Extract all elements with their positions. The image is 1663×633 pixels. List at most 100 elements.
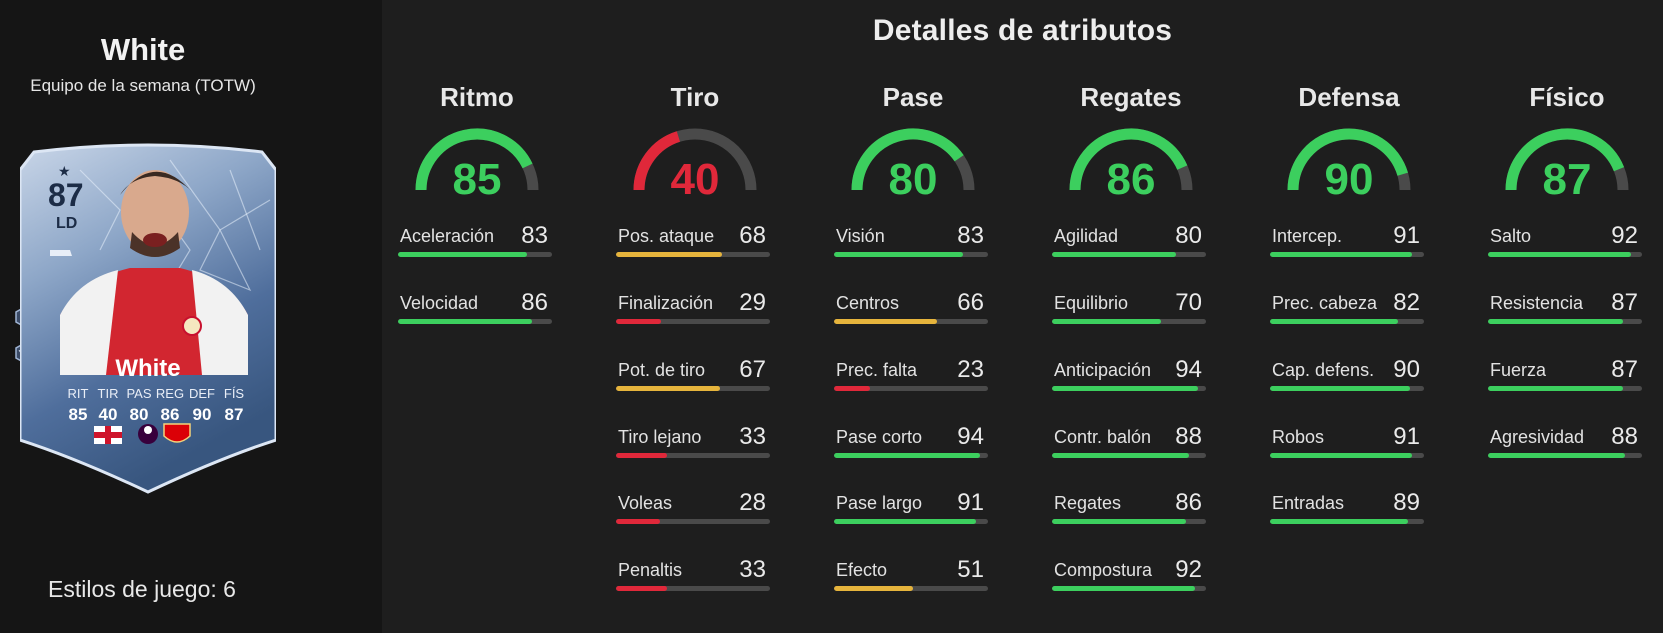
card-player-name: White	[115, 355, 180, 382]
stat-value: 91	[957, 489, 984, 516]
stat-bar-fill	[1052, 386, 1199, 391]
card-stat-value: 86	[161, 405, 180, 424]
stat-label: Resistencia	[1490, 293, 1584, 313]
stat-bar	[1270, 519, 1424, 524]
stat-label: Efecto	[836, 560, 888, 580]
card-stat-label: DEF	[189, 386, 215, 401]
stat-bar	[398, 319, 552, 324]
stat-label: Pase largo	[836, 493, 923, 513]
category-gauge: 85	[415, 128, 539, 198]
stat-value: 92	[1611, 222, 1638, 249]
stat-bar	[834, 519, 988, 524]
england-flag-icon	[94, 426, 122, 444]
stat-value: 83	[957, 222, 984, 249]
gauge-fill	[633, 131, 681, 191]
stat-value: 86	[1175, 489, 1202, 516]
stat-bar	[1270, 453, 1424, 458]
category-name: Ritmo	[440, 82, 514, 112]
stat-bar	[1052, 519, 1206, 524]
stat-bar	[1052, 586, 1206, 591]
category-pase: Pase 80	[834, 80, 992, 198]
page-title: Detalles de atributos	[872, 14, 1173, 47]
stat-salto: Salto 92	[1488, 222, 1646, 262]
stat-agresividad: Agresividad 88	[1488, 423, 1646, 463]
stat-equilibrio: Equilibrio 70	[1052, 289, 1210, 329]
category-gauge: 90	[1287, 128, 1411, 198]
stat-bar	[1052, 319, 1206, 324]
player-photo	[60, 170, 248, 375]
player-name: White	[100, 32, 186, 67]
stat-value: 88	[1611, 423, 1638, 450]
stat-bar-fill	[1052, 319, 1161, 324]
stat-bar-fill	[616, 453, 668, 458]
category-value: 40	[671, 155, 720, 198]
player-card[interactable]: ★ 87 LD White RIT 85 TIR 40 PAS 80 REG 86 DEF 90 F…	[20, 140, 276, 495]
stat-value: 87	[1611, 289, 1638, 316]
category-gauge: 40	[633, 128, 757, 198]
stat-value: 88	[1175, 423, 1202, 450]
stat-bar	[616, 319, 770, 324]
category-gauge: 80	[851, 128, 975, 198]
stat-value: 51	[957, 556, 984, 583]
stat-bar	[616, 586, 770, 591]
stat-label: Robos	[1272, 427, 1325, 447]
stat-regates: Regates 86	[1052, 489, 1210, 529]
category-fisico: Físico 87	[1488, 80, 1646, 198]
stat-pase-corto: Pase corto 94	[834, 423, 992, 463]
stat-bar-fill	[616, 252, 722, 257]
stat-value: 91	[1393, 423, 1420, 450]
stat-bar-fill	[1052, 252, 1177, 257]
stat-label: Pos. ataque	[618, 226, 715, 246]
gauge-fill	[1287, 128, 1409, 191]
stat-value: 29	[739, 289, 766, 316]
stat-label: Finalización	[618, 293, 714, 313]
card-rating: 87	[48, 177, 84, 213]
stat-bar-fill	[1488, 453, 1625, 458]
stat-value: 90	[1393, 356, 1420, 383]
stat-bar	[1488, 453, 1642, 458]
stat-label: Entradas	[1272, 493, 1345, 513]
category-gauge: 86	[1069, 128, 1193, 198]
star-icon: ★	[58, 163, 71, 179]
stat-bar-fill	[616, 519, 660, 524]
stat-bar	[1052, 386, 1206, 391]
category-name: Físico	[1529, 82, 1605, 112]
stat-bar-fill	[616, 319, 662, 324]
stat-bar-fill	[1270, 386, 1410, 391]
stat-penaltis: Penaltis 33	[616, 556, 774, 596]
card-stat-label: TIR	[98, 386, 119, 401]
stat-label: Intercep.	[1272, 226, 1343, 246]
stat-value: 83	[521, 222, 548, 249]
stat-bar-fill	[834, 319, 937, 324]
stat-bar	[616, 453, 770, 458]
stat-efecto: Efecto 51	[834, 556, 992, 596]
stat-bar-fill	[1488, 319, 1624, 324]
category-value: 86	[1107, 155, 1156, 198]
stat-value: 23	[957, 356, 984, 383]
stat-bar-fill	[398, 319, 532, 324]
stat-bar-fill	[1052, 586, 1196, 591]
stat-label: Anticipación	[1054, 360, 1152, 380]
stat-bar-fill	[834, 386, 870, 391]
stat-label: Fuerza	[1490, 360, 1547, 380]
category-gauge: 87	[1505, 128, 1629, 198]
stat-resistencia: Resistencia 87	[1488, 289, 1646, 329]
stat-label: Prec. cabeza	[1272, 293, 1378, 313]
stat-robos: Robos 91	[1270, 423, 1428, 463]
stat-bar	[1488, 319, 1642, 324]
stat-label: Contr. balón	[1054, 427, 1152, 447]
gauge-fill	[1505, 128, 1625, 191]
category-defensa: Defensa 90	[1270, 80, 1428, 198]
stat-bar	[1052, 453, 1206, 458]
card-stat-value: 80	[130, 405, 149, 424]
card-stat-label: PAS	[126, 386, 151, 401]
stat-bar-fill	[1270, 319, 1398, 324]
stat-agilidad: Agilidad 80	[1052, 222, 1210, 262]
stat-bar	[1270, 319, 1424, 324]
stat-value: 80	[1175, 222, 1202, 249]
stat-bar	[834, 319, 988, 324]
stat-bar-fill	[1488, 386, 1624, 391]
card-stat-value: 40	[99, 405, 118, 424]
stat-bar-fill	[1270, 252, 1412, 257]
stat-bar-fill	[1488, 252, 1632, 257]
